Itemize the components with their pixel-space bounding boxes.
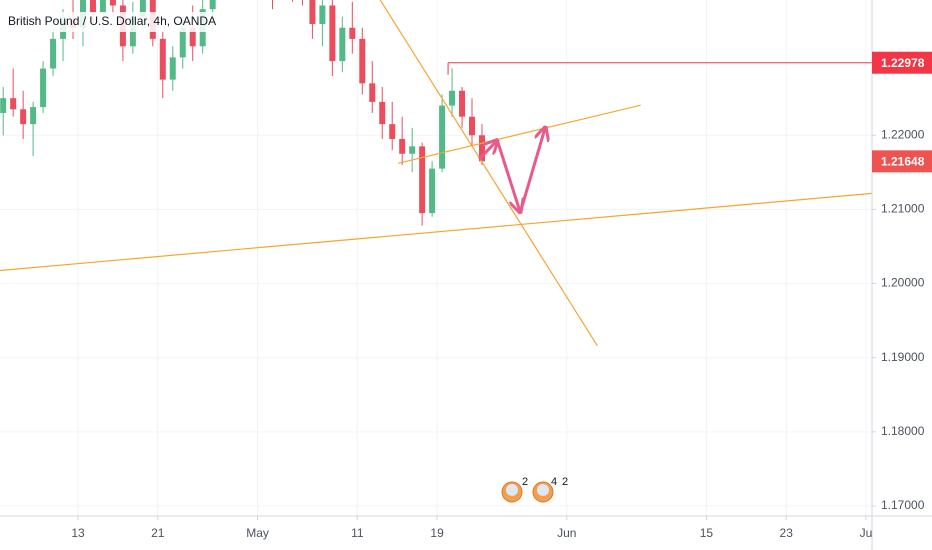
price-label-box: [872, 150, 932, 173]
candle-body: [409, 146, 416, 154]
candle-body: [319, 5, 326, 25]
candle-body: [478, 135, 485, 162]
candle-body: [399, 138, 406, 154]
title-bg: [4, 12, 226, 32]
x-tick-label: Jun: [557, 526, 576, 540]
candle-body: [99, 0, 106, 13]
price-label-box: [872, 51, 932, 74]
x-tick-label: May: [246, 526, 269, 540]
x-tick-label: Ju: [860, 526, 873, 540]
candle-body: [0, 98, 7, 114]
events: 2 4 2: [501, 476, 568, 503]
candle-body: [459, 90, 466, 117]
arrow-segment: [478, 140, 497, 160]
candle-body: [139, 0, 146, 17]
grid: [0, 0, 872, 516]
candle-body: [109, 0, 116, 6]
x-tick-label: 13: [71, 526, 85, 540]
candle-body: [429, 168, 436, 214]
chart-title: British Pound / U.S. Dollar, 4h, OANDA: [8, 14, 216, 28]
y-tick-label: 1.17000: [881, 498, 925, 512]
x-tick-label: 15: [700, 526, 714, 540]
candle-body: [89, 0, 96, 13]
candle-body: [20, 109, 27, 125]
event-count: 2: [522, 476, 528, 488]
candle-body: [189, 27, 196, 47]
x-tick-label: 21: [151, 526, 165, 540]
price-label: 1.21648: [881, 155, 925, 169]
axes: 1.17000 1.18000 1.19000 1.20000 1.21000 1.220…: [71, 51, 932, 540]
candle-body: [50, 38, 57, 69]
event-flag: [537, 484, 549, 496]
candle-body: [159, 38, 166, 80]
candle-body: [389, 124, 396, 139]
candle-body: [379, 101, 386, 125]
candle-body: [369, 83, 376, 102]
candle-body: [179, 27, 186, 58]
y-tick-label: 1.20000: [881, 276, 925, 290]
event-count: 2: [562, 476, 568, 488]
candle-body: [449, 90, 456, 106]
candle-body: [40, 68, 47, 108]
trendline: [0, 192, 872, 272]
trendline: [379, 0, 598, 346]
candle-body: [30, 107, 37, 125]
arrow-segment: [518, 127, 545, 214]
candle-body: [10, 98, 17, 110]
candle-body: [329, 5, 336, 62]
price-label: 1.22978: [881, 56, 925, 70]
x-tick-label: 23: [780, 526, 794, 540]
candle-body: [169, 57, 176, 80]
y-tick-label: 1.18000: [881, 424, 925, 438]
candle-body: [439, 105, 446, 169]
candle-body: [309, 0, 316, 25]
event-flag: [506, 484, 518, 496]
y-tick-label: 1.21000: [881, 202, 925, 216]
candle-body: [339, 27, 346, 62]
x-tick-label: 19: [430, 526, 444, 540]
event-count: 4: [551, 476, 557, 488]
candle-body: [419, 146, 426, 214]
candle-body: [349, 27, 356, 39]
y-tick-label: 1.19000: [881, 350, 925, 364]
trendline: [398, 104, 641, 164]
candle-body: [359, 38, 366, 84]
arrow-segment: [495, 138, 520, 212]
candle-body: [209, 0, 216, 10]
x-tick-label: 11: [351, 526, 364, 540]
candle-body: [469, 116, 476, 136]
y-tick-label: 1.22000: [881, 127, 925, 141]
